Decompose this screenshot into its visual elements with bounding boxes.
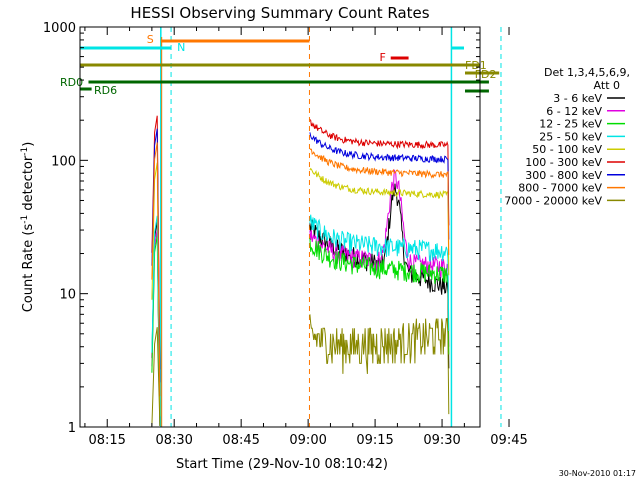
series-line xyxy=(309,119,450,226)
legend-label: 3 - 6 keV xyxy=(553,92,602,105)
legend-label: 800 - 7000 keV xyxy=(518,182,602,195)
series-line xyxy=(309,169,450,347)
legend-label: 50 - 100 keV xyxy=(532,143,602,156)
y-tick-label: 10 xyxy=(59,288,76,303)
series-line xyxy=(309,132,450,240)
series-lines xyxy=(151,115,450,426)
flag-label-fd1: FD1 xyxy=(465,59,487,72)
timestamp: 30-Nov-2010 01:17 xyxy=(559,469,636,478)
legend-header-line-1: Det 1,3,4,5,6,9, xyxy=(544,66,630,79)
legend-label: 100 - 300 keV xyxy=(525,156,602,169)
x-tick-label: 08:45 xyxy=(222,433,259,448)
series-line xyxy=(309,148,450,256)
series-line xyxy=(309,238,450,355)
flag-label-rd6: RD6 xyxy=(94,84,117,97)
series-line xyxy=(309,314,450,415)
series-line xyxy=(309,214,450,332)
y-axis-label: Count Rate (s-1 detector-1) xyxy=(20,142,36,313)
axes: 1 10 100 1000 08:15 08:30 08:45 09:00 09:15 09:30… xyxy=(43,21,528,448)
x-tick-label: 08:30 xyxy=(155,433,192,448)
flag-label-s: S xyxy=(147,33,154,46)
x-tick-label: 09:00 xyxy=(289,433,326,448)
series-line xyxy=(309,167,450,276)
series-spike xyxy=(151,142,161,397)
legend-label: 7000 - 20000 keV xyxy=(504,194,602,207)
series-spike xyxy=(151,327,161,426)
flag-label-n: N xyxy=(177,41,185,54)
y-tick-label: 100 xyxy=(51,154,76,169)
plot-frame xyxy=(79,26,481,428)
x-tick-label: 09:15 xyxy=(356,433,393,448)
legend-label: 300 - 800 keV xyxy=(525,169,602,182)
x-tick-label: 08:15 xyxy=(88,433,125,448)
legend-label: 25 - 50 keV xyxy=(539,130,602,143)
x-axis-label: Start Time (29-Nov-10 08:10:42) xyxy=(176,457,388,472)
chart-title: HESSI Observing Summary Count Rates xyxy=(130,4,429,22)
flag-label-rd0: RD0 xyxy=(60,76,83,89)
flag-label-f: F xyxy=(379,51,385,64)
legend-header-line-2: Att 0 xyxy=(594,79,620,92)
legend-label: 12 - 25 keV xyxy=(539,118,602,131)
x-tick-label: 09:45 xyxy=(490,433,527,448)
x-tick-label: 09:30 xyxy=(423,433,460,448)
y-tick-label: 1000 xyxy=(43,21,76,36)
y-tick-label: 1 xyxy=(68,421,76,436)
flag-label-fd2: FD2 xyxy=(475,68,497,81)
legend-label: 6 - 12 keV xyxy=(546,105,602,118)
